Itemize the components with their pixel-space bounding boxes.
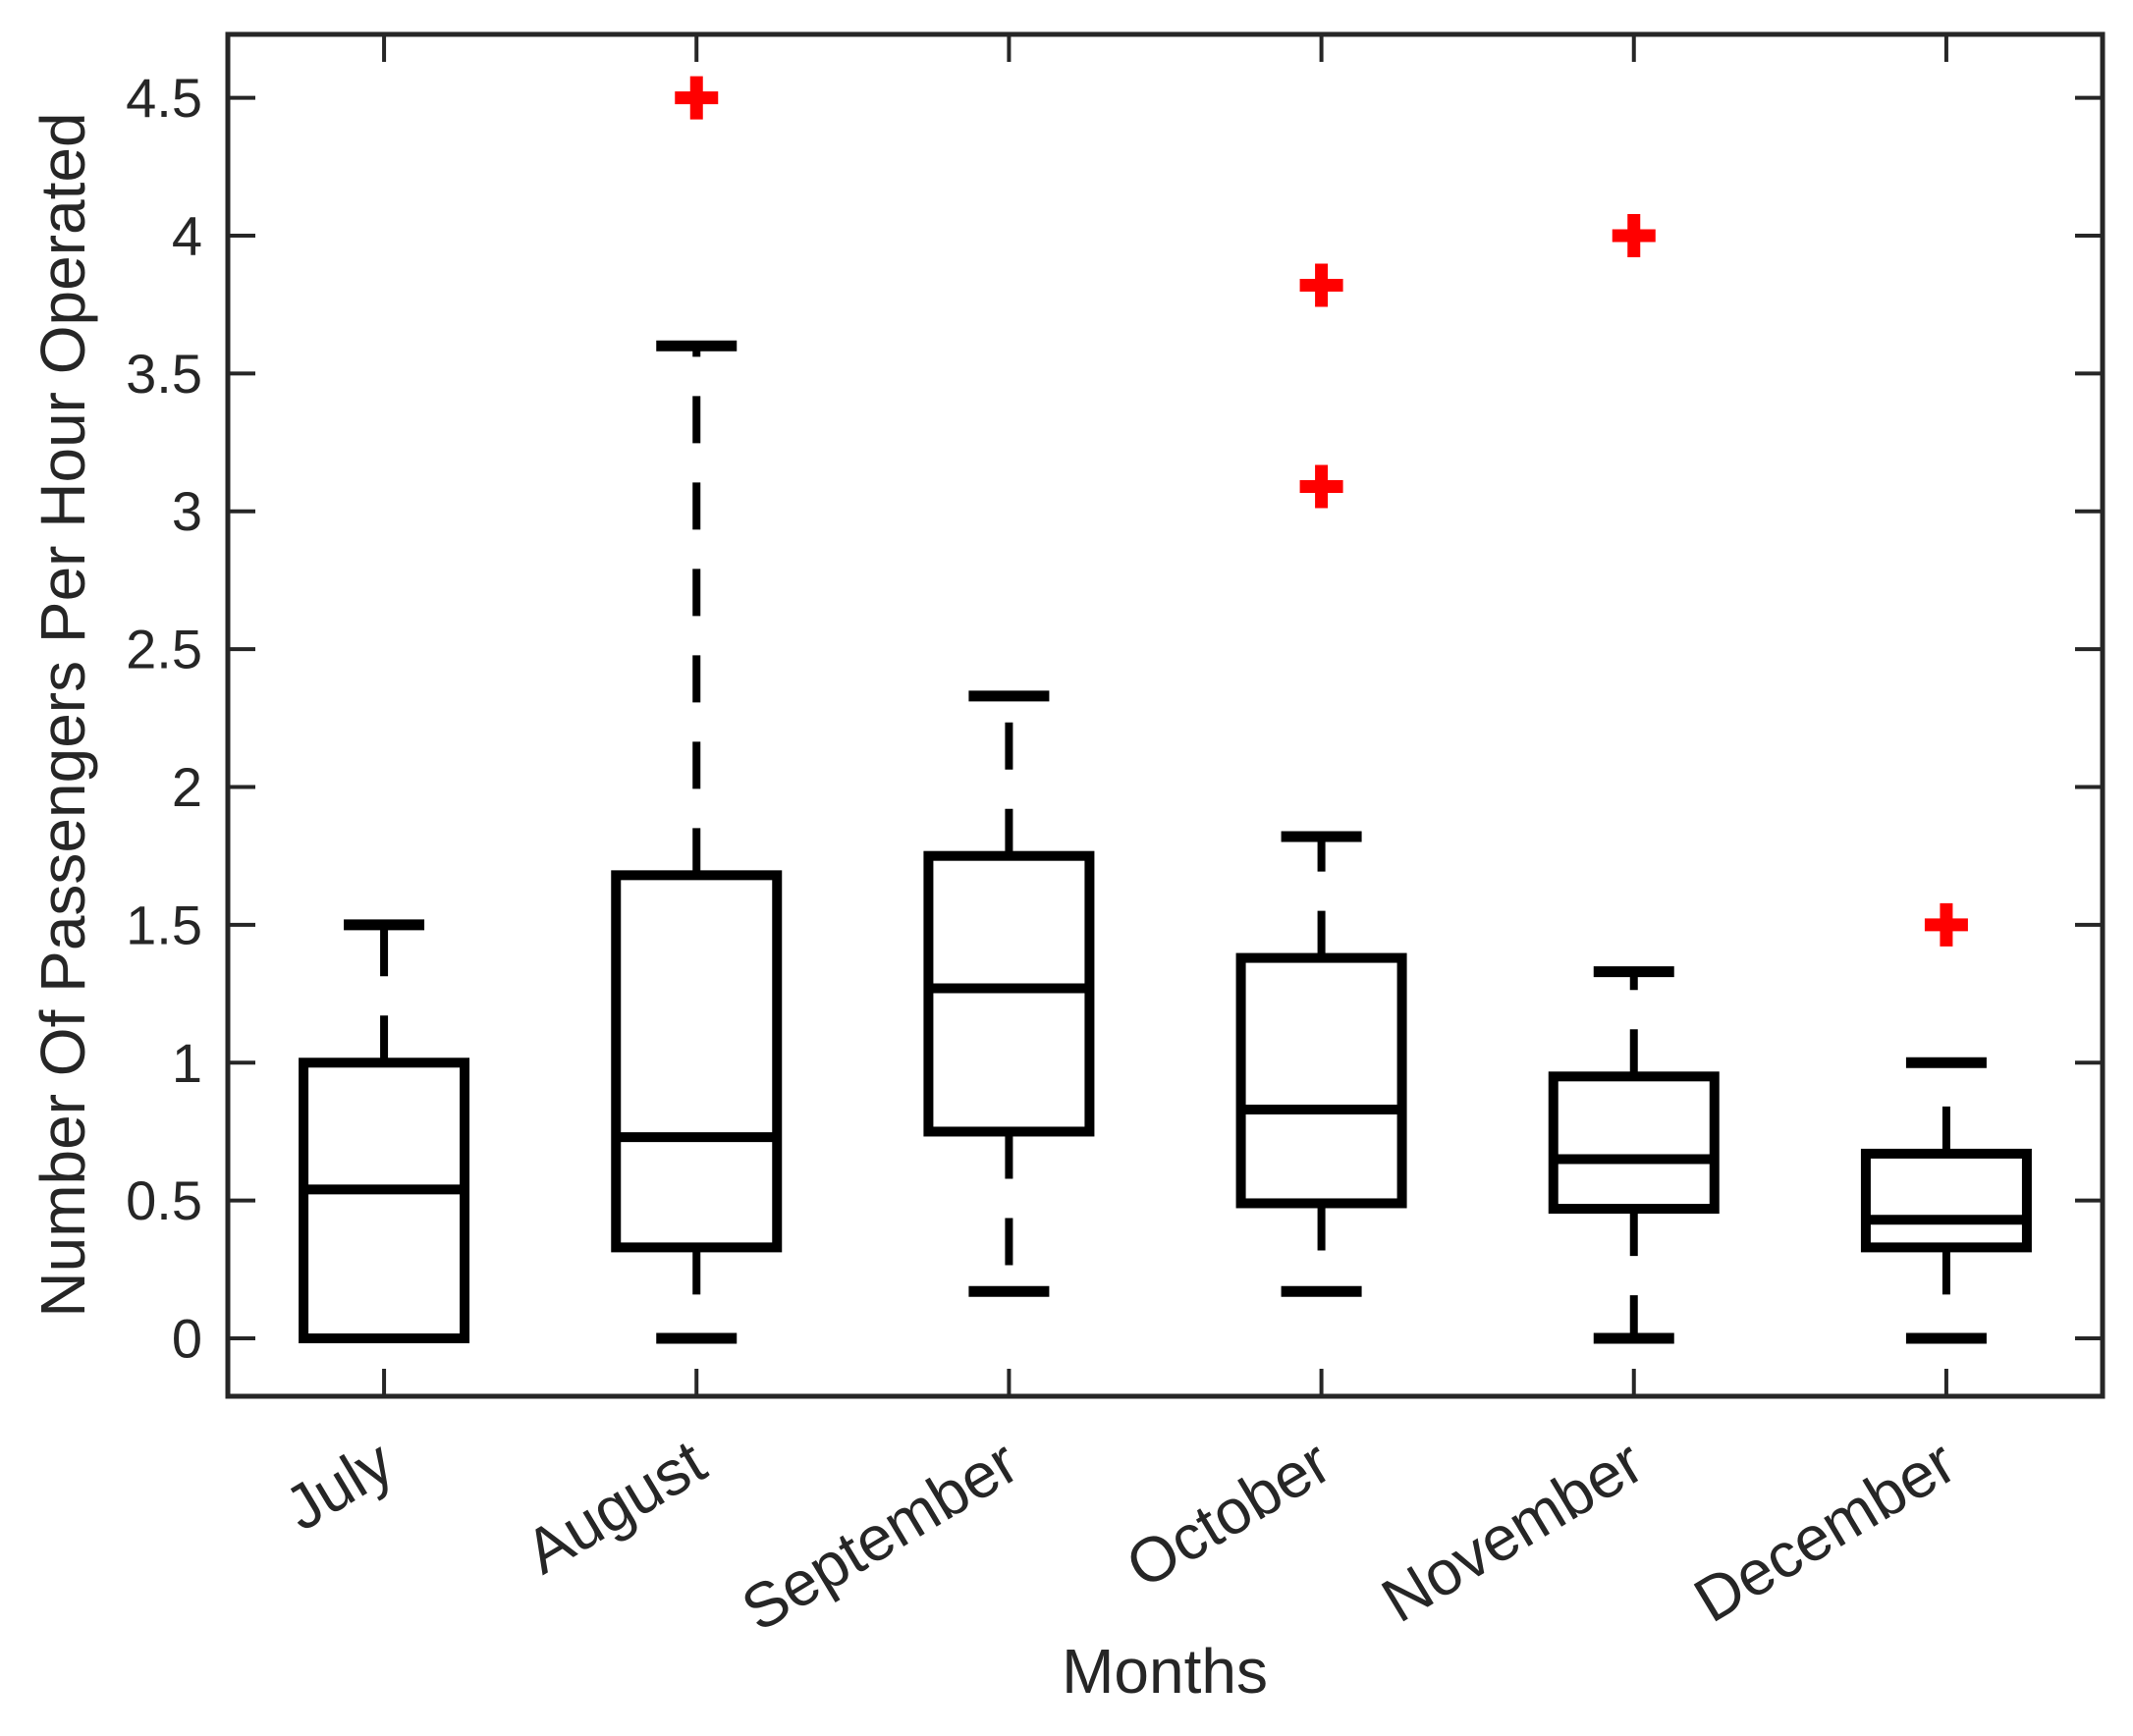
x-tick-label: December [1682,1426,1967,1636]
iqr-box [923,850,1095,1137]
box-group-july [299,919,470,1344]
box-group-august [611,76,783,1344]
y-tick-label: 3 [172,480,202,542]
y-tick-label: 4 [172,204,202,266]
y-axis-label: Number Of Passengers Per Hour Operated [27,112,98,1318]
iqr-box [299,1058,470,1344]
x-tick-label: July [273,1426,406,1544]
box-group-september [923,690,1095,1297]
x-axis-label: Months [1062,1636,1268,1707]
iqr-box [1235,952,1407,1209]
x-tick-label: September [730,1426,1029,1645]
box-group-october [1235,263,1407,1297]
y-tick-label: 3.5 [126,343,202,405]
y-tick-label: 0.5 [126,1169,202,1231]
outlier-plus [1924,902,1968,947]
x-tick-label: November [1370,1426,1655,1636]
y-tick-label: 1 [172,1032,202,1094]
outlier-plus [1612,213,1656,257]
outlier-plus [675,76,719,120]
outlier-plus [1299,263,1343,307]
x-tick-label: August [514,1426,718,1587]
plot-border [225,31,2106,1399]
y-tick-label: 0 [172,1308,202,1370]
y-tick-label: 2.5 [126,619,202,680]
box-group-november [1548,213,1720,1344]
outlier-plus [1299,464,1343,509]
y-tick-label: 2 [172,756,202,818]
y-tick-label: 1.5 [126,894,202,955]
iqr-box [611,870,783,1253]
box-group-december [1860,902,2032,1344]
iqr-box [1860,1148,2032,1253]
y-tick-label: 4.5 [126,67,202,129]
iqr-box [1548,1071,1720,1215]
x-tick-label: October [1115,1426,1342,1601]
